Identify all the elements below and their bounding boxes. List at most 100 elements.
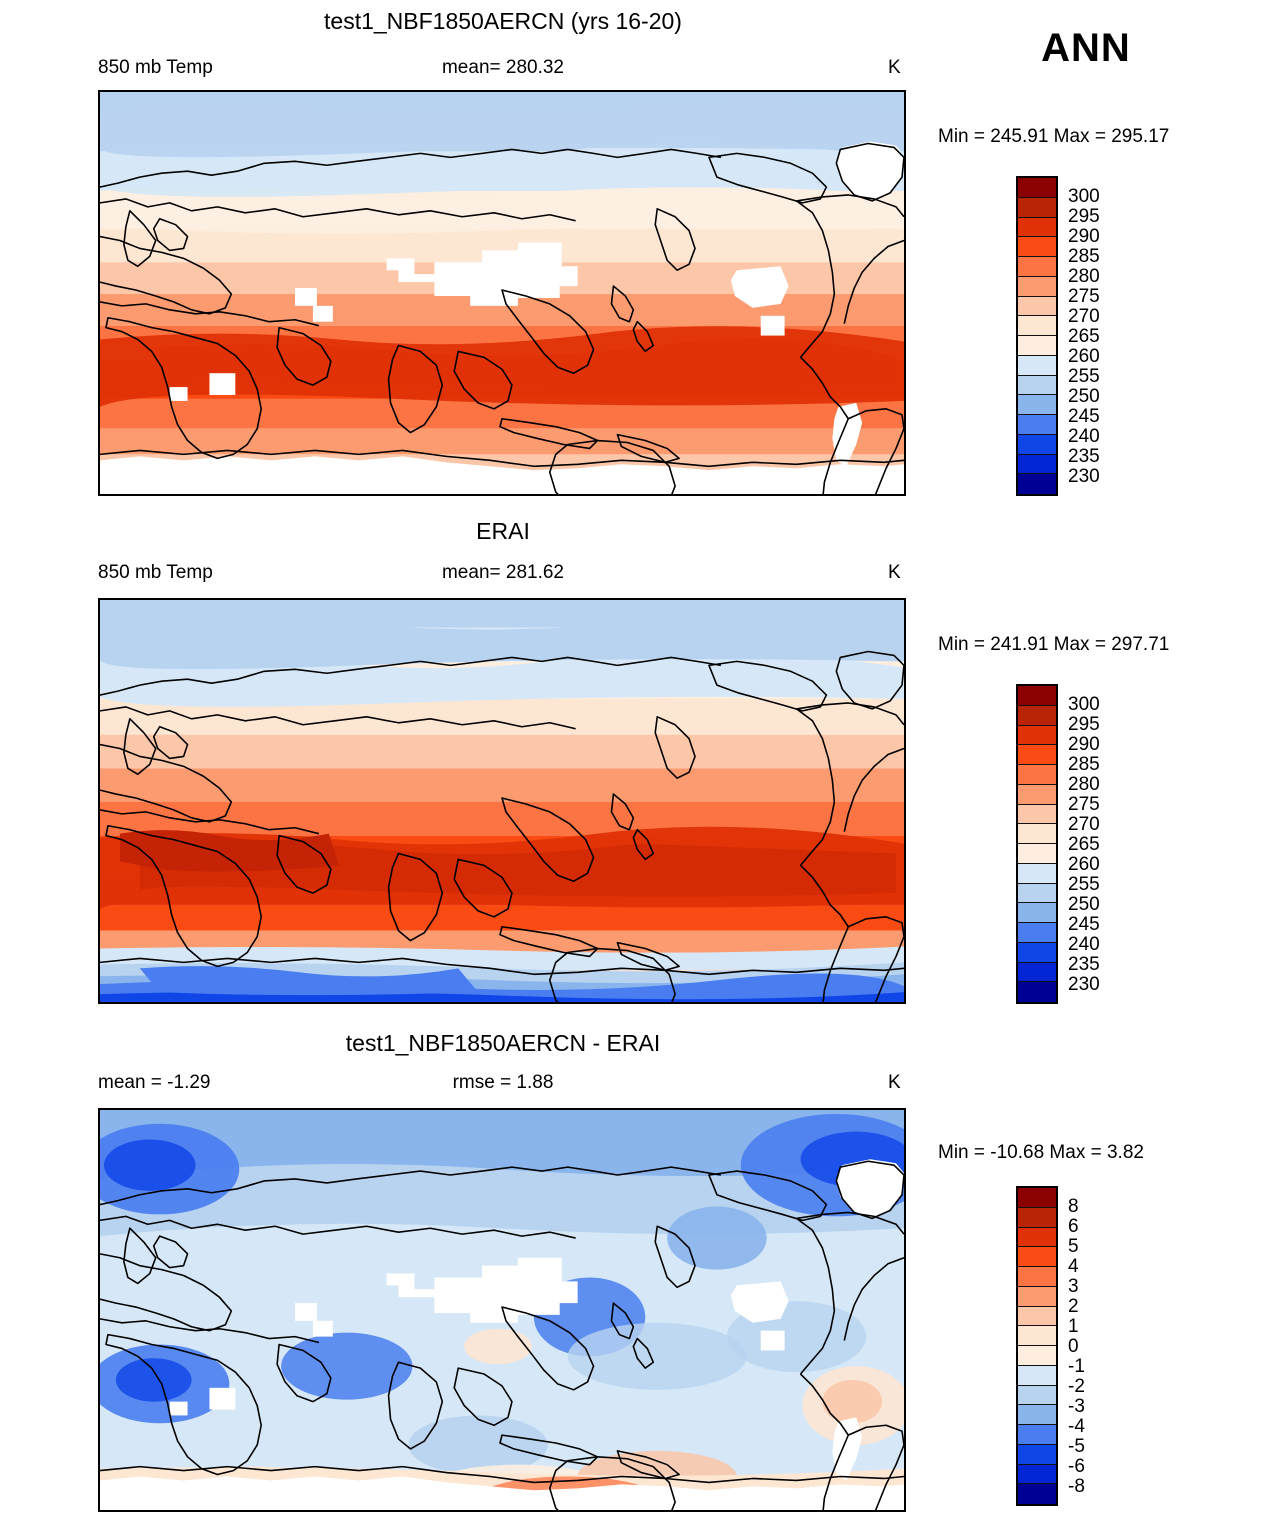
colorbar-swatch [1018, 1365, 1056, 1386]
colorbar-swatch [1018, 415, 1056, 435]
colorbar-tick-label: 235 [1068, 446, 1100, 467]
colorbar-tick-label: 240 [1068, 426, 1100, 447]
colorbar-swatch [1018, 686, 1056, 706]
colorbar-tick-label: 295 [1068, 714, 1100, 735]
colorbar-tick-label: 270 [1068, 306, 1100, 327]
colorbar-swatch [1018, 375, 1056, 396]
colorbar-swatch [1018, 824, 1056, 844]
colorbar-swatch [1018, 454, 1056, 475]
colorbar-swatch [1018, 844, 1056, 864]
map-panel-difference[interactable] [98, 1108, 906, 1512]
panel-1-left-label: 850 mb Temp [98, 57, 213, 78]
colorbar-tick-label: 235 [1068, 954, 1100, 975]
colorbar-tick-label: 8 [1068, 1196, 1079, 1217]
panel-3-minmax: Min = -10.68 Max = 3.82 [938, 1142, 1144, 1163]
panel-2-units-label: K [888, 562, 901, 583]
map-panel-model[interactable] [98, 90, 906, 496]
colorbar-swatch [1018, 863, 1056, 884]
panel-2-title: ERAI [476, 518, 530, 544]
colorbar-tick-label: 270 [1068, 814, 1100, 835]
colorbar-swatch [1018, 1227, 1056, 1248]
colorbar-tick-label: 260 [1068, 346, 1100, 367]
panel-3-title: test1_NBF1850AERCN - ERAI [345, 1030, 661, 1056]
colorbar-swatch [1018, 1247, 1056, 1267]
colorbar-swatch [1018, 217, 1056, 238]
panel-1-units-label: K [888, 57, 901, 78]
colorbar-difference[interactable] [1016, 1186, 1058, 1506]
colorbar-swatch [1018, 237, 1056, 257]
colorbar-swatch [1018, 1286, 1056, 1307]
colorbar-tick-label: 295 [1068, 206, 1100, 227]
colorbar-tick-label: -8 [1068, 1476, 1085, 1497]
colorbar-swatch [1018, 1425, 1056, 1445]
colorbar-swatch [1018, 1405, 1056, 1425]
colorbar-swatch [1018, 1207, 1056, 1228]
colorbar-tick-label: 285 [1068, 246, 1100, 267]
colorbar-tick-label: 4 [1068, 1256, 1079, 1277]
colorbar-tick-label: 265 [1068, 834, 1100, 855]
colorbar-tick-label: 265 [1068, 326, 1100, 347]
panel-1-minmax: Min = 245.91 Max = 295.17 [938, 126, 1170, 147]
colorbar-swatch [1018, 1346, 1056, 1366]
colorbar-tick-label: 5 [1068, 1236, 1079, 1257]
colorbar-swatch [1018, 804, 1056, 825]
colorbar-tick-label: 290 [1068, 734, 1100, 755]
colorbar-swatch [1018, 1464, 1056, 1485]
colorbar-erai[interactable] [1016, 684, 1058, 1004]
colorbar-tick-label: -1 [1068, 1356, 1085, 1377]
colorbar-tick-label: 240 [1068, 934, 1100, 955]
colorbar-tick-label: 255 [1068, 874, 1100, 895]
colorbar-tick-label: 280 [1068, 266, 1100, 287]
colorbar-swatch [1018, 942, 1056, 963]
colorbar-swatch [1018, 883, 1056, 904]
colorbar-swatch [1018, 962, 1056, 983]
colorbar-swatch [1018, 434, 1056, 455]
colorbar-swatch [1018, 276, 1056, 297]
colorbar-swatch [1018, 395, 1056, 415]
colorbar-swatch [1018, 257, 1056, 277]
colorbar-swatch [1018, 1385, 1056, 1406]
colorbar-swatch [1018, 784, 1056, 805]
colorbar-tick-label: 300 [1068, 694, 1100, 715]
colorbar-swatch [1018, 1267, 1056, 1287]
colorbar-tick-label: 250 [1068, 894, 1100, 915]
panel-3-mean-label: mean = -1.29 [98, 1072, 211, 1093]
colorbar-tick-label: 6 [1068, 1216, 1079, 1237]
colorbar-tick-label: 255 [1068, 366, 1100, 387]
colorbar-tick-label: 0 [1068, 1336, 1079, 1357]
colorbar-tick-label: 280 [1068, 774, 1100, 795]
colorbar-swatch [1018, 923, 1056, 943]
map-panel-erai[interactable] [98, 598, 906, 1004]
colorbar-tick-label: 230 [1068, 974, 1100, 995]
colorbar-swatch [1018, 1306, 1056, 1327]
colorbar-model[interactable] [1016, 176, 1058, 496]
colorbar-swatch [1018, 336, 1056, 356]
panel-1-title: test1_NBF1850AERCN (yrs 16-20) [324, 8, 682, 34]
colorbar-tick-label: 3 [1068, 1276, 1079, 1297]
colorbar-tick-label: -3 [1068, 1396, 1085, 1417]
colorbar-swatch [1018, 982, 1056, 1002]
colorbar-swatch [1018, 178, 1056, 198]
colorbar-tick-label: -5 [1068, 1436, 1085, 1457]
panel-3-units-label: K [888, 1072, 901, 1093]
colorbar-tick-label: -2 [1068, 1376, 1085, 1397]
colorbar-tick-label: 230 [1068, 466, 1100, 487]
map-panel-model-canvas [100, 92, 904, 494]
colorbar-swatch [1018, 765, 1056, 785]
colorbar-swatch [1018, 725, 1056, 746]
colorbar-swatch [1018, 1484, 1056, 1504]
map-panel-erai-canvas [100, 600, 904, 1002]
colorbar-tick-label: -4 [1068, 1416, 1085, 1437]
panel-2-mean-label: mean= 281.62 [441, 562, 564, 583]
colorbar-swatch [1018, 1444, 1056, 1465]
colorbar-swatch [1018, 355, 1056, 376]
colorbar-tick-label: 260 [1068, 854, 1100, 875]
colorbar-swatch [1018, 705, 1056, 726]
colorbar-swatch [1018, 903, 1056, 923]
colorbar-swatch [1018, 1326, 1056, 1346]
panel-1-mean-label: mean= 280.32 [441, 57, 564, 78]
colorbar-swatch [1018, 197, 1056, 218]
map-panel-difference-canvas [100, 1110, 904, 1510]
colorbar-tick-label: 250 [1068, 386, 1100, 407]
season-label: ANN [1041, 26, 1131, 70]
